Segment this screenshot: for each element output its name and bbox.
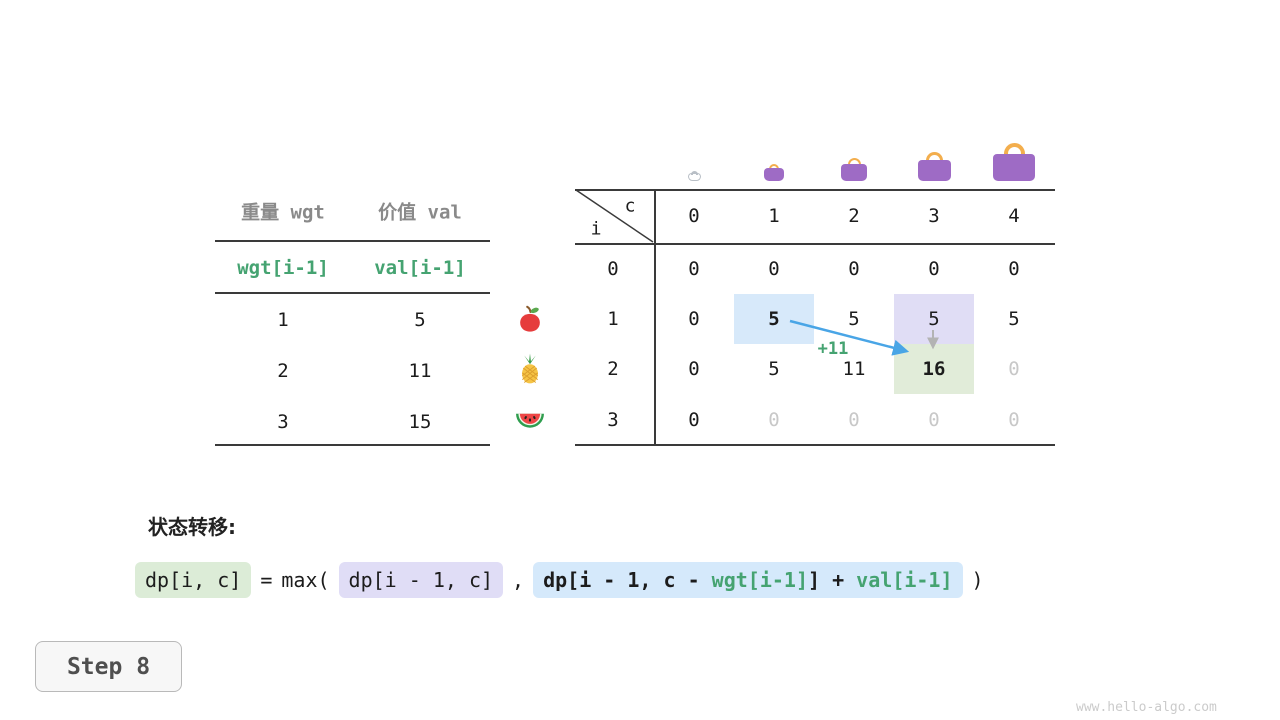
dp-col-header-2: 2 bbox=[848, 205, 860, 227]
formula-lhs: dp[i, c] bbox=[135, 562, 252, 598]
formula-comma: , bbox=[512, 568, 525, 592]
items-formula-rule bbox=[215, 292, 490, 294]
formula-arg2-val: val[i-1] bbox=[856, 568, 953, 592]
bag-icon-capacity-4 bbox=[993, 143, 1035, 181]
dp-col-header-3: 3 bbox=[928, 205, 940, 227]
dp-cell-r1-c3: 5 bbox=[928, 308, 940, 330]
items-col-header-value: 价值 val bbox=[378, 201, 462, 224]
dp-cell-r0-c2: 0 bbox=[848, 258, 860, 280]
dp-cell-r2-c3: 16 bbox=[922, 358, 946, 380]
dp-cell-r0-c1: 0 bbox=[768, 258, 780, 280]
dp-row-header-1: 1 bbox=[607, 308, 619, 330]
dp-highlight-purple bbox=[894, 294, 974, 344]
dp-cell-r2-c4: 0 bbox=[1008, 358, 1020, 380]
dp-cell-r3-c3: 0 bbox=[928, 409, 940, 431]
dp-cell-r0-c4: 0 bbox=[1008, 258, 1020, 280]
bag-icon-capacity-2 bbox=[841, 158, 867, 181]
formula-max-open: max( bbox=[281, 568, 330, 592]
bag-body-icon bbox=[764, 168, 784, 181]
dp-col-header-0: 0 bbox=[688, 205, 700, 227]
items-weight-cell-r0: 1 bbox=[277, 309, 289, 331]
dp-row-header-3: 3 bbox=[607, 409, 619, 431]
dp-cell-r2-c2: 11 bbox=[842, 358, 866, 380]
items-formula-wgt: wgt[i-1] bbox=[237, 257, 329, 279]
bag-handle-icon bbox=[1003, 143, 1025, 156]
formula-equals: = bbox=[260, 568, 273, 592]
bag-body-icon bbox=[993, 154, 1035, 181]
dp-corner-i-label: i bbox=[590, 218, 602, 240]
formula-arg1: dp[i - 1, c] bbox=[338, 562, 504, 598]
items-header-rule bbox=[215, 240, 490, 242]
bag-body-icon bbox=[841, 164, 867, 181]
bag-handle-icon bbox=[847, 158, 861, 166]
dp-cell-r3-c4: 0 bbox=[1008, 409, 1020, 431]
dp-cell-r0-c3: 0 bbox=[928, 258, 940, 280]
formula-arg2-wgt: wgt[i-1] bbox=[711, 568, 808, 592]
items-weight-cell-r1: 2 bbox=[277, 360, 289, 382]
bag-icon-capacity-3 bbox=[917, 152, 951, 181]
bag-icon-capacity-0 bbox=[687, 171, 701, 181]
transition-add-annotation: +11 bbox=[817, 339, 849, 359]
items-value-cell-r0: 5 bbox=[414, 309, 426, 331]
dp-cell-r3-c1: 0 bbox=[768, 409, 780, 431]
step-badge: Step 8 bbox=[35, 641, 182, 692]
step-label: Step 8 bbox=[66, 653, 151, 680]
formula-close-paren: ) bbox=[971, 568, 984, 592]
dp-cell-r2-c0: 0 bbox=[688, 358, 700, 380]
dp-cell-r3-c0: 0 bbox=[688, 409, 700, 431]
formula-arg2: dp[i - 1, c - wgt[i-1]] + val[i-1] bbox=[533, 562, 963, 598]
dp-top-rule bbox=[575, 189, 1055, 191]
state-transition-title: 状态转移: bbox=[148, 515, 236, 539]
dp-col-header-1: 1 bbox=[768, 205, 780, 227]
items-value-cell-r2: 15 bbox=[408, 411, 432, 433]
items-value-cell-r1: 11 bbox=[408, 360, 432, 382]
bag-handle-icon bbox=[769, 164, 779, 170]
dp-col-header-4: 4 bbox=[1008, 205, 1020, 227]
formula-arg2-prefix: dp[i - 1, c - bbox=[543, 568, 712, 592]
watermelon-icon bbox=[515, 407, 546, 433]
dp-bottom-rule bbox=[575, 444, 1055, 446]
dp-cell-r1-c4: 5 bbox=[1008, 308, 1020, 330]
pineapple-icon bbox=[518, 353, 543, 385]
bag-body-icon bbox=[917, 160, 951, 181]
dp-index-divider bbox=[654, 189, 656, 445]
dp-row-header-2: 2 bbox=[607, 358, 619, 380]
watermark: www.hello-algo.com bbox=[1076, 700, 1217, 715]
state-transition-formula: dp[i, c] = max( dp[i - 1, c] , dp[i - 1,… bbox=[135, 562, 984, 598]
bag-icon-capacity-1 bbox=[764, 164, 784, 181]
dp-cell-r1-c0: 0 bbox=[688, 308, 700, 330]
items-weight-cell-r2: 3 bbox=[277, 411, 289, 433]
apple-icon bbox=[515, 304, 545, 334]
dp-cell-r1-c2: 5 bbox=[848, 308, 860, 330]
dp-cell-r1-c1: 5 bbox=[768, 308, 780, 330]
bag-body-icon bbox=[687, 173, 701, 181]
items-formula-val: val[i-1] bbox=[374, 257, 466, 279]
dp-cell-r3-c2: 0 bbox=[848, 409, 860, 431]
dp-corner-diagonal bbox=[575, 189, 654, 243]
dp-cell-r0-c0: 0 bbox=[688, 258, 700, 280]
items-bottom-rule bbox=[215, 444, 490, 446]
dp-row-header-0: 0 bbox=[607, 258, 619, 280]
bag-handle-icon bbox=[925, 152, 943, 162]
formula-arg2-mid: ] + bbox=[808, 568, 857, 592]
dp-header-rule bbox=[575, 243, 1055, 245]
dp-cell-r2-c1: 5 bbox=[768, 358, 780, 380]
dp-corner-c-label: c bbox=[624, 195, 636, 217]
items-col-header-weight: 重量 wgt bbox=[241, 201, 325, 224]
